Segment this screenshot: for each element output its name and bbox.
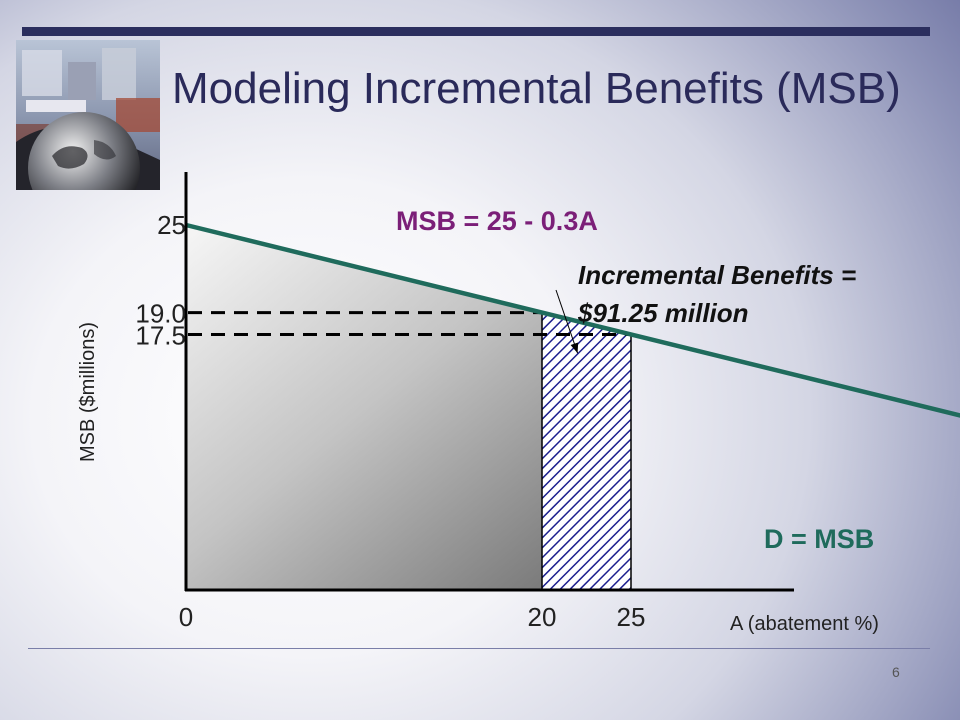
y-tick-label: 25 — [157, 210, 186, 240]
equation-label: MSB = 25 - 0.3A — [396, 206, 598, 236]
x-tick-label: 0 — [179, 602, 193, 632]
y-tick-label: 19.0 — [135, 299, 186, 329]
x-axis-label: A (abatement %) — [730, 613, 879, 635]
x-tick-label: 25 — [617, 602, 646, 632]
y-axis-label: MSB ($millions) — [77, 322, 99, 462]
msb-demand-curve — [185, 222, 960, 418]
curve-label: D = MSB — [764, 524, 874, 554]
slide-title: Modeling Incremental Benefits (MSB) — [172, 64, 901, 113]
incremental-benefit-area — [541, 311, 632, 591]
globe-collage-icon — [16, 40, 160, 190]
annotation-text-line-2: $91.25 million — [577, 298, 749, 328]
footer-divider — [28, 648, 930, 649]
area-under-curve — [186, 225, 631, 590]
page-number: 6 — [892, 664, 900, 680]
y-tick-labels: 25 19.017.5 — [135, 210, 186, 351]
annotation-arrowhead — [570, 342, 579, 354]
annotation-text-line-1: Incremental Benefits = — [578, 260, 856, 290]
x-tick-labels: 0 20 25 — [179, 602, 646, 632]
title-accent-bar — [22, 27, 930, 36]
y-tick-label: 17.5 — [135, 321, 186, 351]
x-tick-label: 20 — [528, 602, 557, 632]
annotation-leader-line — [555, 289, 579, 354]
